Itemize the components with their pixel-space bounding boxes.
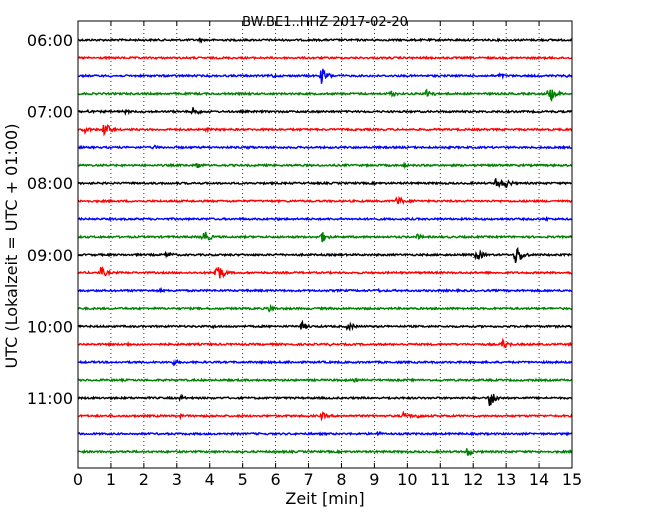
- chart-title: BW.BE1..HHZ 2017-02-20: [242, 15, 408, 30]
- y-tick-label: 06:00: [27, 31, 73, 50]
- trace-line: [77, 377, 573, 383]
- x-tick-label: 4: [205, 470, 215, 489]
- x-tick-label: 9: [369, 470, 379, 489]
- x-tick-label: 15: [562, 470, 582, 489]
- trace-line: [77, 55, 573, 61]
- x-tick-label: 11: [430, 470, 450, 489]
- y-axis-label: UTC (Lokalzeit = UTC + 01:00): [2, 124, 21, 369]
- trace-line: [77, 265, 573, 279]
- x-axis-ticks: 0 1 2 3 4 5 6 7 8 9 10 11 12 13 14 15: [73, 21, 582, 489]
- x-tick-label: 6: [271, 470, 281, 489]
- trace-line: [77, 430, 573, 437]
- x-tick-label: 14: [529, 470, 549, 489]
- x-tick-label: 0: [73, 470, 83, 489]
- trace-line: [77, 161, 573, 170]
- x-tick-label: 12: [463, 470, 483, 489]
- x-tick-label: 10: [397, 470, 417, 489]
- y-tick-label: 10:00: [27, 317, 73, 336]
- x-axis-label: Zeit [min]: [285, 489, 364, 508]
- y-tick-label: 11:00: [27, 389, 73, 408]
- vertical-grid: [110, 21, 540, 468]
- trace-line: [77, 393, 573, 406]
- plot-frame: [77, 20, 573, 469]
- x-tick-label: 13: [496, 470, 516, 489]
- trace-line: [77, 68, 573, 84]
- y-tick-label: 07:00: [27, 103, 73, 122]
- trace-line: [77, 246, 573, 264]
- trace-line: [77, 195, 573, 205]
- trace-line: [77, 286, 573, 294]
- trace-line: [77, 88, 573, 103]
- x-tick-label: 7: [303, 470, 313, 489]
- x-tick-label: 5: [238, 470, 248, 489]
- trace-line: [77, 303, 573, 313]
- trace-line: [77, 144, 573, 151]
- x-tick-label: 2: [139, 470, 149, 489]
- trace-line: [77, 231, 573, 243]
- trace-line: [77, 319, 573, 332]
- x-tick-label: 3: [172, 470, 182, 489]
- x-tick-label: 8: [336, 470, 346, 489]
- trace-line: [77, 358, 573, 367]
- trace-line: [77, 124, 573, 137]
- x-tick-label: 1: [106, 470, 116, 489]
- y-tick-label: 09:00: [27, 246, 73, 265]
- trace-line: [77, 107, 573, 117]
- trace-line: [77, 215, 573, 222]
- trace-layer: [77, 37, 573, 457]
- trace-line: [77, 37, 573, 44]
- trace-line: [77, 178, 573, 189]
- y-axis-ticks: 06:00 07:00 08:00 09:00 10:00 11:00: [27, 31, 572, 408]
- trace-line: [77, 410, 573, 422]
- y-tick-label: 08:00: [27, 174, 73, 193]
- trace-line: [77, 448, 573, 457]
- trace-line: [77, 337, 573, 349]
